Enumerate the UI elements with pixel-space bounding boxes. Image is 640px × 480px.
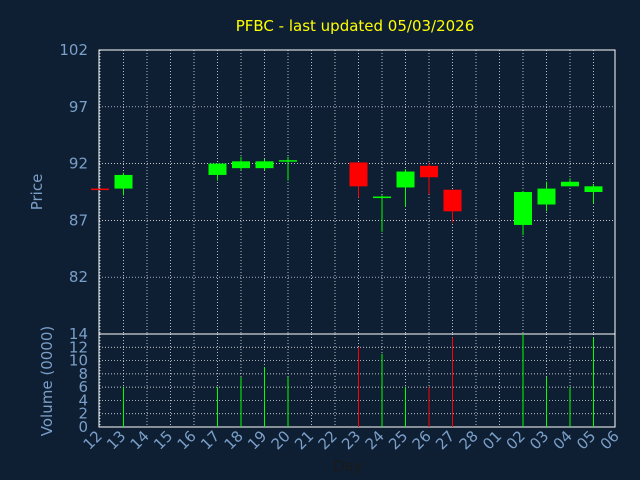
x-ticks: 1213141516171819202122232425262728010203…	[80, 427, 623, 453]
volume-bars	[123, 334, 594, 427]
candle-body	[443, 189, 462, 212]
volume-tick-label: 2	[78, 405, 88, 423]
candle-body	[349, 162, 368, 187]
x-tick-label: 14	[127, 427, 153, 453]
volume-tick-label: 10	[69, 352, 88, 370]
x-tick-label: 22	[315, 427, 341, 453]
x-tick-label: 24	[362, 427, 388, 453]
price-tick-label: 87	[69, 211, 88, 229]
x-tick-label: 01	[479, 427, 505, 453]
candle-body	[208, 163, 227, 175]
volume-tick-label: 0	[78, 418, 88, 436]
candle-body	[396, 171, 415, 188]
x-axis-label: Day	[333, 457, 363, 475]
price-y-ticks: 102 97 92 87 82	[59, 41, 88, 286]
volume-grid	[99, 334, 615, 427]
volume-tick-label: 6	[78, 378, 88, 396]
candle-body	[537, 188, 556, 205]
x-tick-label: 03	[526, 427, 552, 453]
candle-body	[584, 186, 603, 192]
candle-body	[561, 181, 579, 187]
candle-body	[232, 161, 250, 169]
candle-body	[373, 196, 391, 199]
price-tick-label: 92	[69, 155, 88, 173]
candle-body	[514, 192, 532, 225]
price-tick-label: 97	[69, 98, 88, 116]
candle-body	[91, 188, 109, 191]
x-tick-label: 21	[291, 427, 317, 453]
volume-tick-label: 4	[78, 391, 88, 409]
x-tick-label: 17	[197, 427, 223, 453]
x-tick-label: 02	[503, 427, 529, 453]
x-tick-label: 04	[550, 427, 576, 453]
x-tick-label: 18	[221, 427, 247, 453]
x-tick-label: 13	[103, 427, 129, 453]
x-tick-label: 26	[409, 427, 435, 453]
candle-body	[255, 161, 274, 169]
chart-title: PFBC - last updated 05/03/2026	[236, 17, 475, 35]
x-tick-label: 20	[268, 427, 294, 453]
x-tick-label: 06	[597, 427, 623, 453]
price-tick-label: 82	[69, 268, 88, 286]
x-tick-label: 05	[573, 427, 599, 453]
volume-tick-label: 14	[69, 325, 88, 343]
x-tick-label: 16	[174, 427, 200, 453]
x-tick-label: 19	[244, 427, 270, 453]
price-axis-label: Price	[28, 174, 46, 211]
x-tick-label: 15	[150, 427, 176, 453]
x-tick-label: 23	[338, 427, 364, 453]
volume-panel-frame	[98, 333, 616, 428]
x-tick-label: 28	[456, 427, 482, 453]
x-tick-label: 27	[432, 427, 458, 453]
candles	[91, 156, 603, 236]
volume-axis-label: Volume (0000)	[38, 326, 56, 436]
volume-tick-label: 8	[78, 365, 88, 383]
x-tick-label: 25	[385, 427, 411, 453]
volume-tick-label: 12	[69, 338, 88, 356]
price-tick-label: 102	[59, 41, 88, 59]
candle-body	[114, 174, 133, 189]
candle-body	[420, 165, 438, 178]
candle-body	[279, 160, 297, 162]
